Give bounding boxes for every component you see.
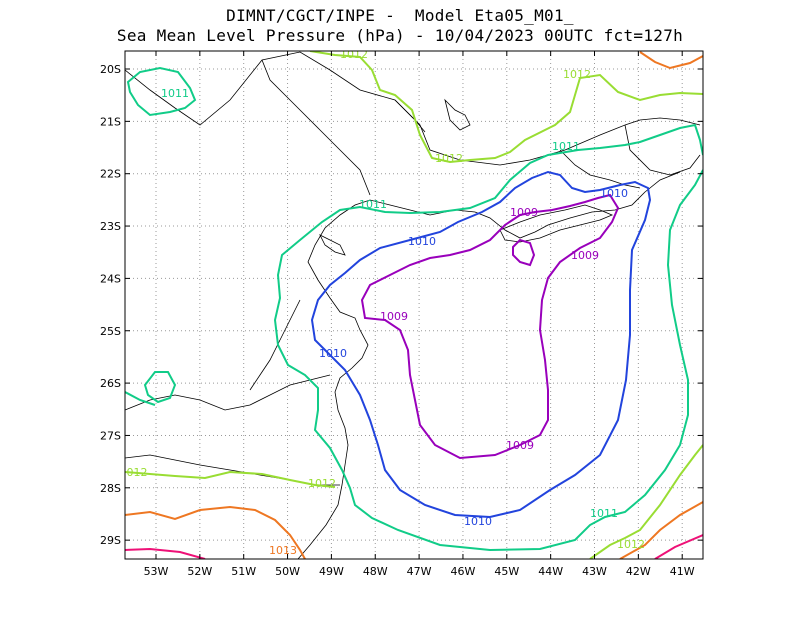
lon-tick-label: 46W — [451, 565, 476, 578]
border-state-4 — [261, 59, 371, 196]
contour-label-1009: 1009 — [380, 310, 408, 323]
border-state-6 — [559, 149, 641, 189]
lat-tick-label: 23S — [100, 220, 121, 233]
graticule — [125, 51, 703, 559]
lagoon-1 — [444, 98, 471, 131]
lon-tick-label: 45W — [494, 565, 519, 578]
contour-label-1011: 1011 — [552, 140, 580, 153]
contour-label-1012: 1012 — [435, 152, 463, 165]
isobar-1009-main — [360, 193, 620, 460]
contour-label-1012: 1012 — [340, 48, 368, 61]
lon-tick-label: 49W — [319, 565, 344, 578]
contour-label-1010: 1010 — [464, 515, 492, 528]
lon-tick-label: 52W — [187, 565, 212, 578]
lat-tick-label: 21S — [100, 115, 121, 128]
contour-label-1011: 1011 — [359, 198, 387, 211]
contour-label-1012: 1012 — [308, 477, 336, 490]
map-title-line2: Sea Mean Level Pressure (hPa) - 10/04/20… — [116, 26, 684, 45]
contour-label-1010: 1010 — [600, 187, 628, 200]
lon-tick-label: 47W — [407, 565, 432, 578]
isobar-1012-southeast — [589, 444, 703, 559]
isobar-1014-se — [654, 534, 703, 559]
border-state-3 — [249, 299, 301, 391]
lon-tick-label: 41W — [670, 565, 695, 578]
lat-tick-label: 25S — [100, 325, 121, 338]
contour-label-1009: 1009 — [510, 206, 538, 219]
lon-tick-label: 44W — [538, 565, 563, 578]
lat-tick-label: 27S — [100, 429, 121, 442]
lon-tick-label: 43W — [582, 565, 607, 578]
map-frame — [124, 50, 704, 560]
isobar-1012-north — [309, 51, 703, 164]
map-title-line1: DIMNT/CGCT/INPE - Model Eta05_M01_ — [226, 6, 574, 25]
lon-tick-label: 42W — [626, 565, 651, 578]
isobar-1010-main — [310, 170, 652, 519]
contour-label-1009: 1009 — [506, 439, 534, 452]
contour-label-1009: 1009 — [571, 249, 599, 262]
axis-ticks — [125, 51, 703, 559]
longitude-axis: 53W 52W 51W 50W 49W 48W 47W 46W 45W 44W 43W 42W 41W — [144, 565, 695, 578]
contour-label-1012: 012 — [127, 466, 148, 479]
lat-tick-label: 20S — [100, 63, 121, 76]
coastline — [125, 51, 701, 176]
contour-label-1011: 1011 — [590, 507, 618, 520]
lat-tick-label: 29S — [100, 534, 121, 547]
contour-label-1011: 1011 — [161, 87, 189, 100]
border-state-1 — [125, 374, 331, 411]
contour-label-1013: 1013 — [269, 544, 297, 557]
coastline-south — [297, 171, 681, 559]
isobar-1013-ne — [639, 51, 703, 70]
lon-tick-label: 53W — [144, 565, 169, 578]
contour-label-1010: 1010 — [319, 347, 347, 360]
border-state-7 — [624, 117, 701, 126]
lat-tick-label: 26S — [100, 377, 121, 390]
lat-tick-label: 22S — [100, 168, 121, 181]
lon-tick-label: 50W — [275, 565, 300, 578]
isobar-1014-sw — [125, 547, 206, 559]
contour-label-1012: 1012 — [563, 68, 591, 81]
lon-tick-label: 51W — [231, 565, 256, 578]
border-state-5 — [394, 99, 426, 133]
lon-tick-label: 48W — [363, 565, 388, 578]
isobar-1011-nw-loop — [126, 66, 197, 117]
lagoon-2 — [319, 234, 346, 256]
isobar-1009-small-loop — [512, 238, 536, 267]
lat-tick-label: 28S — [100, 482, 121, 495]
isobar-1013-se — [619, 501, 703, 559]
isobar-1012-southwest — [125, 470, 336, 488]
contour-label-1010: 1010 — [408, 235, 436, 248]
isobar-1013-sw — [125, 505, 306, 559]
latitude-axis: 20S 21S 22S 23S 24S 25S 26S 27S 28S 29S — [100, 63, 121, 547]
contour-label-1012: 1012 — [617, 538, 645, 551]
lat-tick-label: 24S — [100, 272, 121, 285]
isobar-1011-west-edge — [125, 391, 156, 406]
isobar-1011-main — [273, 123, 703, 552]
coastline-and-borders — [125, 51, 701, 559]
isobar-1011-w-loop — [143, 371, 177, 404]
